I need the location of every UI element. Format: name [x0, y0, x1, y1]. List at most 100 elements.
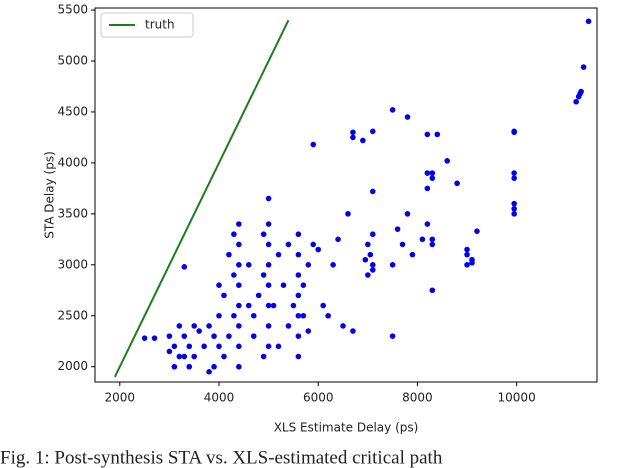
point [350, 328, 356, 334]
point [166, 348, 173, 355]
point [419, 236, 426, 243]
point [315, 246, 322, 253]
point [245, 302, 252, 309]
point [236, 282, 242, 288]
plot-frame [94, 7, 598, 383]
point [216, 343, 222, 350]
point [231, 231, 237, 238]
y-tick-label: 4500 [57, 104, 88, 118]
point [265, 282, 272, 288]
point [511, 200, 517, 207]
point [464, 251, 470, 258]
point [369, 267, 376, 273]
point [362, 256, 369, 263]
point [236, 323, 242, 329]
point [216, 312, 222, 319]
y-tick-label: 2000 [57, 359, 88, 373]
point [424, 131, 431, 138]
point [404, 114, 411, 120]
point [255, 292, 262, 299]
point [236, 221, 242, 227]
point [577, 90, 583, 97]
point [191, 323, 198, 329]
point [320, 302, 326, 309]
point [260, 231, 267, 238]
y-axis-label: STA Delay (ps) [43, 151, 57, 239]
point [424, 170, 431, 176]
point [424, 185, 431, 192]
point [265, 302, 272, 309]
point [394, 226, 401, 232]
point [389, 107, 396, 113]
point [176, 353, 183, 360]
point [245, 262, 252, 268]
point [295, 231, 302, 238]
point [295, 292, 302, 299]
point [236, 343, 242, 350]
point [141, 335, 148, 341]
point [367, 251, 374, 258]
y-tick-label: 5500 [57, 3, 88, 17]
x-tick-label: 6000 [303, 391, 334, 405]
point [365, 272, 371, 278]
point [330, 262, 336, 268]
point [285, 323, 292, 329]
point [265, 262, 272, 268]
point [275, 343, 282, 350]
point [300, 282, 307, 288]
point [295, 333, 302, 339]
point [454, 180, 460, 187]
point [231, 272, 237, 278]
point [236, 262, 242, 268]
point [186, 363, 193, 370]
point [573, 98, 579, 105]
point [369, 262, 376, 268]
point [369, 128, 376, 135]
point [511, 205, 517, 212]
point [236, 302, 242, 309]
point [409, 251, 416, 258]
point [265, 343, 272, 350]
point [580, 64, 587, 70]
point [389, 333, 396, 339]
point [206, 369, 212, 375]
point [226, 333, 232, 339]
point [275, 251, 282, 258]
point [429, 170, 436, 176]
point [429, 175, 436, 181]
point [176, 323, 183, 329]
point [360, 137, 366, 144]
point [181, 264, 188, 270]
caption: Fig. 1: Post-synthesis STA vs. XLS-estim… [0, 447, 443, 468]
point [464, 246, 470, 253]
point [236, 241, 242, 248]
point [201, 343, 207, 350]
x-tick-label: 4000 [204, 391, 235, 405]
point [389, 262, 396, 268]
point [310, 241, 317, 248]
point [280, 282, 287, 288]
x-axis-label: XLS Estimate Delay (ps) [274, 421, 419, 435]
point [181, 333, 188, 339]
x-tick-label: 2000 [105, 391, 136, 405]
point [340, 323, 346, 329]
point [226, 251, 232, 258]
y-tick-label: 2500 [57, 308, 88, 322]
point [186, 343, 193, 350]
point [250, 312, 257, 319]
point [265, 221, 272, 227]
point [305, 262, 312, 268]
point [295, 353, 302, 360]
x-tick-label: 8000 [402, 391, 433, 405]
point [399, 241, 406, 248]
point [236, 363, 242, 370]
point [151, 335, 158, 341]
point [221, 353, 227, 360]
point [295, 251, 302, 258]
point [295, 272, 302, 278]
point [369, 231, 376, 238]
point [270, 302, 277, 309]
point [404, 211, 411, 217]
point [444, 158, 450, 164]
point [350, 129, 356, 136]
